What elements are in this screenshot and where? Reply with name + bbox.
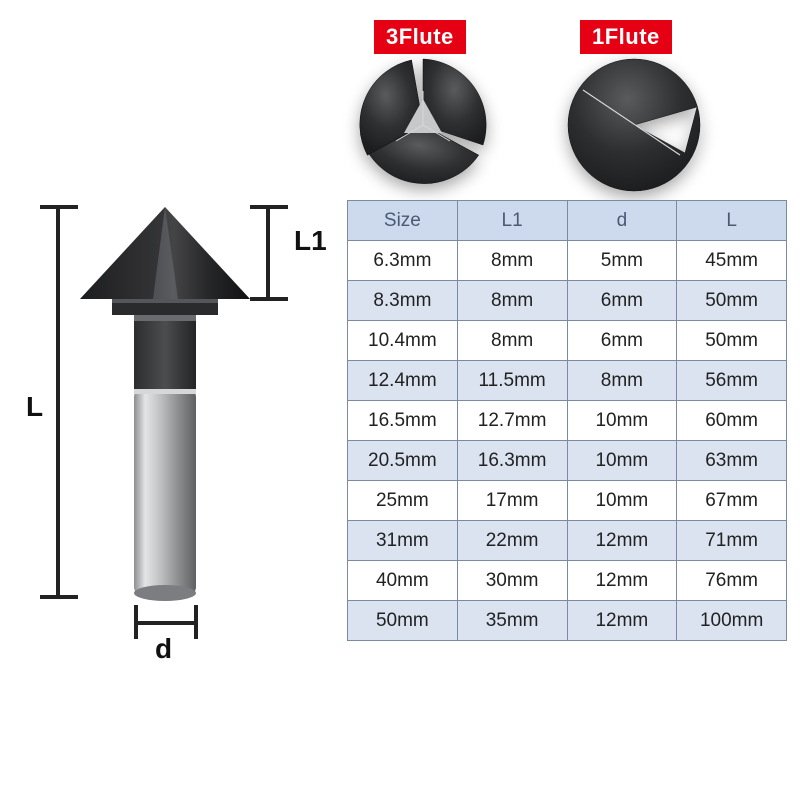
badge-1flute: 1Flute (580, 20, 672, 54)
table-cell: 60mm (677, 401, 787, 441)
table-row: 50mm35mm12mm100mm (348, 601, 787, 641)
table-cell: 50mm (677, 281, 787, 321)
table-cell: 10mm (567, 441, 677, 481)
dim-label-L: L (26, 391, 43, 423)
dimension-diagram: L L1 d (18, 185, 328, 665)
table-header-row: Size L1 d L (348, 201, 787, 241)
table-cell: 71mm (677, 521, 787, 561)
table-cell: 10mm (567, 481, 677, 521)
table-cell: 67mm (677, 481, 787, 521)
table-cell: 6mm (567, 281, 677, 321)
badge-3flute: 3Flute (374, 20, 466, 54)
table-cell: 5mm (567, 241, 677, 281)
table-cell: 30mm (457, 561, 567, 601)
table-row: 10.4mm8mm6mm50mm (348, 321, 787, 361)
table-cell: 45mm (677, 241, 787, 281)
table-cell: 50mm (348, 601, 458, 641)
page: 3Flute 1Flute (0, 0, 800, 800)
table-row: 8.3mm8mm6mm50mm (348, 281, 787, 321)
table-cell: 76mm (677, 561, 787, 601)
drill-bit-illustration (78, 201, 253, 605)
table-cell: 35mm (457, 601, 567, 641)
table-cell: 17mm (457, 481, 567, 521)
table-cell: 8mm (457, 321, 567, 361)
table-cell: 12.4mm (348, 361, 458, 401)
table-row: 12.4mm11.5mm8mm56mm (348, 361, 787, 401)
dim-label-d: d (155, 633, 172, 665)
table-cell: 12.7mm (457, 401, 567, 441)
table-cell: 8mm (567, 361, 677, 401)
table-row: 6.3mm8mm5mm45mm (348, 241, 787, 281)
table-cell: 10.4mm (348, 321, 458, 361)
table-cell: 16.5mm (348, 401, 458, 441)
col-size: Size (348, 201, 458, 241)
dim-label-L1: L1 (294, 225, 327, 257)
table-cell: 56mm (677, 361, 787, 401)
table-cell: 31mm (348, 521, 458, 561)
table-cell: 8mm (457, 241, 567, 281)
table-cell: 8.3mm (348, 281, 458, 321)
table-cell: 16.3mm (457, 441, 567, 481)
table-cell: 40mm (348, 561, 458, 601)
table-cell: 10mm (567, 401, 677, 441)
spec-table: Size L1 d L 6.3mm8mm5mm45mm8.3mm8mm6mm50… (347, 200, 787, 641)
table-cell: 50mm (677, 321, 787, 361)
table-cell: 100mm (677, 601, 787, 641)
table-cell: 22mm (457, 521, 567, 561)
three-flute-icon (346, 55, 501, 195)
col-d: d (567, 201, 677, 241)
table-row: 25mm17mm10mm67mm (348, 481, 787, 521)
table-cell: 11.5mm (457, 361, 567, 401)
table-cell: 8mm (457, 281, 567, 321)
table-cell: 6mm (567, 321, 677, 361)
table-cell: 20.5mm (348, 441, 458, 481)
one-flute-icon (557, 55, 712, 195)
table-cell: 12mm (567, 521, 677, 561)
table-cell: 63mm (677, 441, 787, 481)
table-cell: 6.3mm (348, 241, 458, 281)
table-cell: 12mm (567, 601, 677, 641)
col-L: L (677, 201, 787, 241)
table-row: 20.5mm16.3mm10mm63mm (348, 441, 787, 481)
col-L1: L1 (457, 201, 567, 241)
table-row: 40mm30mm12mm76mm (348, 561, 787, 601)
table-row: 31mm22mm12mm71mm (348, 521, 787, 561)
table-cell: 12mm (567, 561, 677, 601)
table-cell: 25mm (348, 481, 458, 521)
table-row: 16.5mm12.7mm10mm60mm (348, 401, 787, 441)
